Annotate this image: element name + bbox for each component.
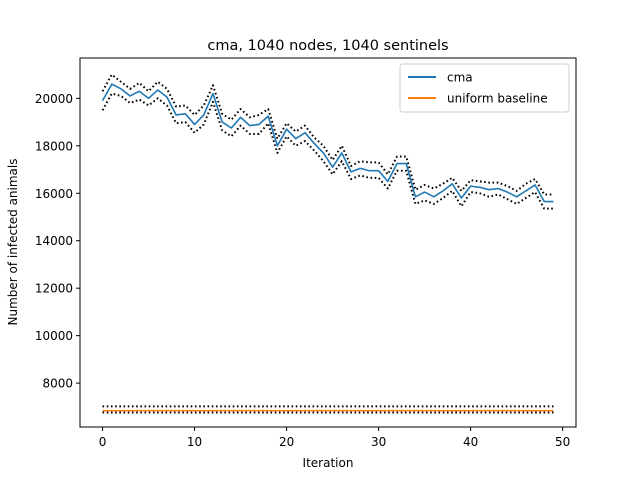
- legend: cma uniform baseline: [399, 63, 570, 113]
- x-tick-label: 0: [99, 435, 107, 449]
- series-line-cma: [101, 83, 554, 203]
- y-tick-label: 10000: [35, 329, 73, 343]
- x-tick-label: 30: [371, 435, 386, 449]
- x-tick-label: 50: [555, 435, 570, 449]
- x-tick-label: 10: [187, 435, 202, 449]
- y-tick-label: 12000: [35, 282, 73, 296]
- legend-label: uniform baseline: [447, 92, 548, 106]
- axes-frame: [79, 57, 577, 428]
- x-tick-label: 20: [279, 435, 294, 449]
- y-tick-label: 14000: [35, 234, 73, 248]
- legend-box: [399, 63, 570, 113]
- plot-area: 0 10 20 30 40 50 8000 10000 12000 14000 16000 18000…: [35, 57, 577, 449]
- legend-label: cma: [447, 71, 473, 85]
- chart-title: cma, 1040 nodes, 1040 sentinels: [207, 38, 448, 54]
- x-axis-label: Iteration: [303, 456, 354, 470]
- x-tick-label: 40: [463, 435, 478, 449]
- y-tick-label: 20000: [35, 92, 73, 106]
- y-axis-label: Number of infected animals: [6, 159, 20, 326]
- y-tick-label: 8000: [42, 377, 73, 391]
- y-tick-label: 16000: [35, 187, 73, 201]
- series-line-cma-lower-bound: [101, 92, 554, 210]
- y-tick-label: 18000: [35, 139, 73, 153]
